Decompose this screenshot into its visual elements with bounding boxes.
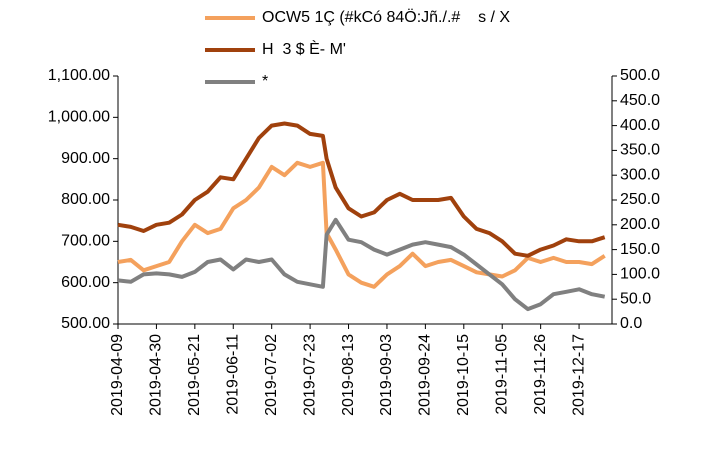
y2-tick-label: 50.0: [620, 290, 651, 307]
x-tick-label: 2019-05-21: [186, 334, 203, 416]
x-tick-label: 2019-06-11: [224, 334, 241, 415]
x-tick-label: 2019-04-09: [109, 334, 126, 416]
y-tick-label: 700.00: [61, 233, 110, 250]
x-tick-label: 2019-04-30: [148, 334, 165, 416]
y-tick-label: 900.00: [61, 150, 110, 167]
y2-tick-label: 450.0: [620, 92, 660, 109]
series-line: [117, 217, 606, 312]
y2-tick-label: 150.0: [620, 241, 660, 258]
x-tick-label: 2019-11-05: [493, 334, 510, 415]
x-tick-label: 2019-09-03: [378, 334, 395, 416]
y-tick-label: 500.00: [61, 315, 110, 332]
x-tick-label: 2019-07-02: [263, 334, 280, 416]
legend-label: H 3 $ È- M': [262, 39, 346, 58]
y-tick-label: 1,100.00: [48, 67, 110, 84]
y2-tick-label: 200.0: [620, 216, 660, 233]
x-tick-label: 2019-08-13: [340, 334, 357, 416]
y-tick-label: 800.00: [61, 191, 110, 208]
y2-tick-label: 250.0: [620, 191, 660, 208]
y2-tick-label: 100.0: [620, 266, 660, 283]
y2-tick-label: 500.0: [620, 67, 660, 84]
y2-tick-label: 300.0: [620, 166, 660, 183]
y-tick-label: 1,000.00: [48, 109, 110, 126]
y2-tick-label: 350.0: [620, 142, 660, 159]
x-tick-label: 2019-10-15: [455, 334, 472, 416]
series-line: [117, 160, 606, 289]
x-tick-label: 2019-11-26: [532, 334, 549, 415]
legend-label: *: [262, 73, 268, 90]
y2-tick-label: 0.0: [620, 315, 642, 332]
y-tick-label: 600.00: [61, 274, 110, 291]
x-tick-label: 2019-12-17: [570, 334, 587, 416]
y2-tick-label: 400.0: [620, 117, 660, 134]
series-line: [117, 121, 606, 258]
legend-label: OCW5 1Ç (#kCó 84Ö:Jñ./.# s / X: [262, 8, 510, 26]
x-tick-label: 2019-09-24: [417, 334, 434, 416]
x-tick-label: 2019-07-23: [301, 334, 318, 416]
